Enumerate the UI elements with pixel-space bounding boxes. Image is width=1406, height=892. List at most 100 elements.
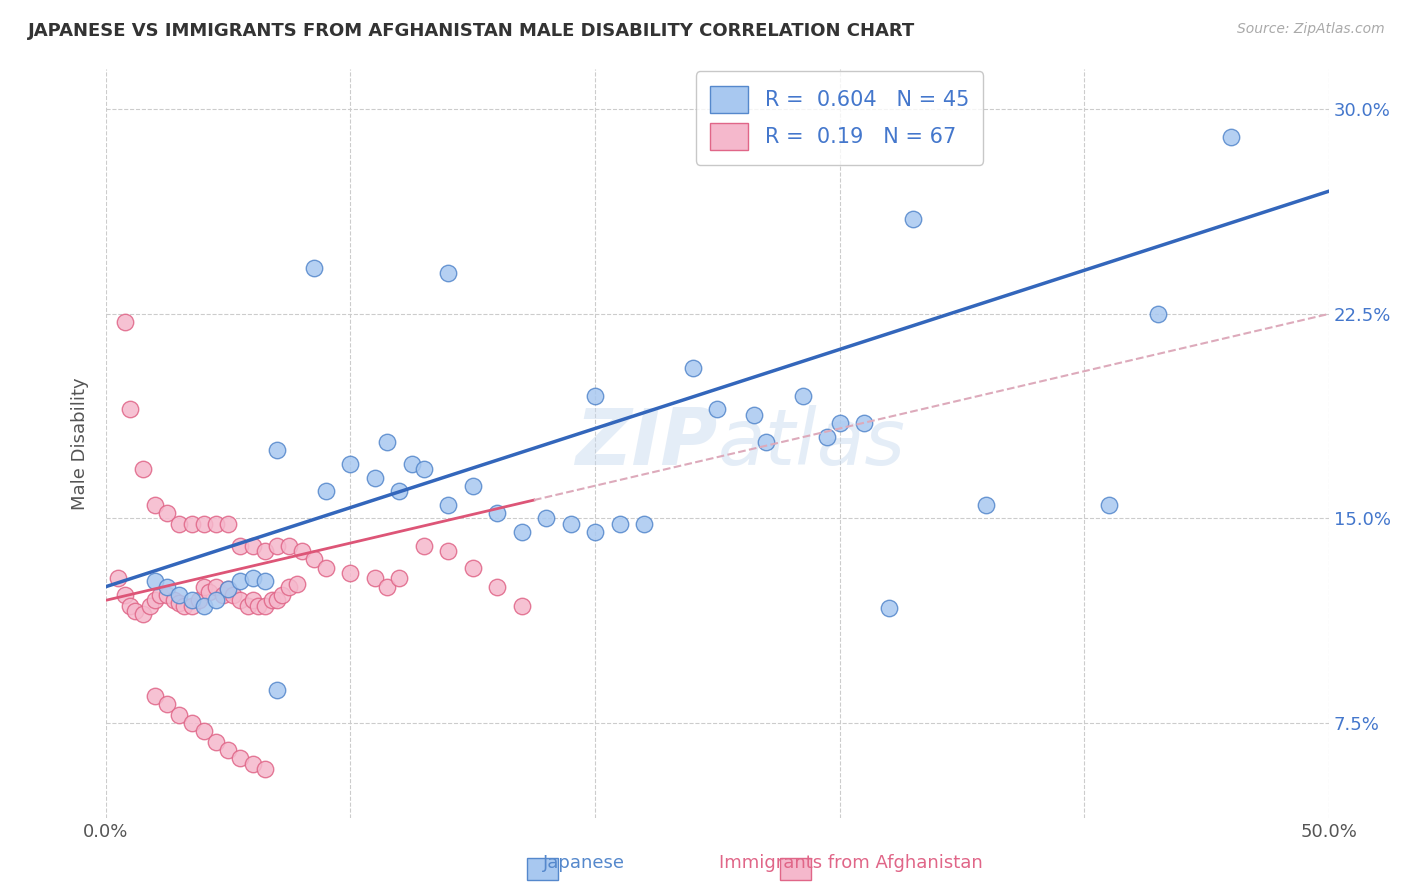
Point [364,572,387,586]
Point [534,511,557,525]
Point [163,593,186,607]
Point [212,588,235,602]
Point [217,582,239,597]
Point [156,697,179,711]
Point [510,599,533,613]
Point [114,588,136,602]
Point [583,525,606,540]
Text: ZIP: ZIP [575,406,717,482]
Point [253,763,276,777]
Point [742,408,765,422]
Point [169,596,191,610]
Point [375,435,398,450]
Point [169,588,191,602]
Point [364,470,387,484]
Point [242,593,264,607]
Point [253,599,276,613]
Point [217,582,239,597]
Point [633,516,655,531]
Point [266,683,288,698]
Point [437,498,460,512]
Point [236,599,259,613]
Point [339,566,361,580]
Point [877,601,900,615]
Point [242,756,264,771]
Point [180,716,202,731]
Point [205,580,228,594]
Point [388,484,411,499]
Point [315,560,337,574]
Point [143,498,166,512]
Point [437,544,460,558]
Point [253,544,276,558]
Point [302,260,325,275]
Point [149,588,172,602]
Point [205,735,228,749]
Point [1098,498,1121,512]
Point [229,593,252,607]
Point [1219,129,1241,144]
Point [205,593,228,607]
Point [193,599,215,613]
Point [486,580,509,594]
Point [706,402,728,417]
Point [193,580,215,594]
Y-axis label: Male Disability: Male Disability [72,377,89,510]
Point [229,751,252,765]
Point [401,457,423,471]
Text: Source: ZipAtlas.com: Source: ZipAtlas.com [1237,22,1385,37]
Point [173,599,195,613]
Point [156,580,179,594]
Point [560,516,582,531]
Text: atlas: atlas [717,406,905,482]
Point [242,572,264,586]
Point [169,707,191,722]
Point [222,588,245,602]
Point [461,479,484,493]
Point [682,361,704,376]
Text: JAPANESE VS IMMIGRANTS FROM AFGHANISTAN MALE DISABILITY CORRELATION CHART: JAPANESE VS IMMIGRANTS FROM AFGHANISTAN … [28,22,915,40]
Point [755,435,778,450]
Point [131,607,153,621]
Point [242,539,264,553]
Point [853,416,876,430]
Point [205,516,228,531]
Point [187,593,209,607]
Point [266,443,288,458]
Point [1146,307,1168,321]
Point [156,506,179,520]
Point [253,574,276,589]
Point [139,599,162,613]
Point [193,516,215,531]
Point [262,593,284,607]
Point [315,484,337,499]
Point [901,211,924,226]
Point [290,544,312,558]
Point [217,743,239,757]
Point [828,416,851,430]
Point [412,462,434,476]
Point [461,560,484,574]
Point [583,389,606,403]
Point [375,580,398,594]
Point [246,599,269,613]
Text: Immigrants from Afghanistan: Immigrants from Afghanistan [718,855,983,872]
Point [131,462,153,476]
Point [278,539,301,553]
Point [107,572,129,586]
Point [143,574,166,589]
Point [143,593,166,607]
Point [510,525,533,540]
Point [815,430,838,444]
Point [169,516,191,531]
Point [486,506,509,520]
Point [339,457,361,471]
Point [143,689,166,703]
Point [302,552,325,566]
Point [285,577,308,591]
Point [437,266,460,280]
Point [266,539,288,553]
Point [120,402,142,417]
Point [197,585,219,599]
Point [193,724,215,739]
